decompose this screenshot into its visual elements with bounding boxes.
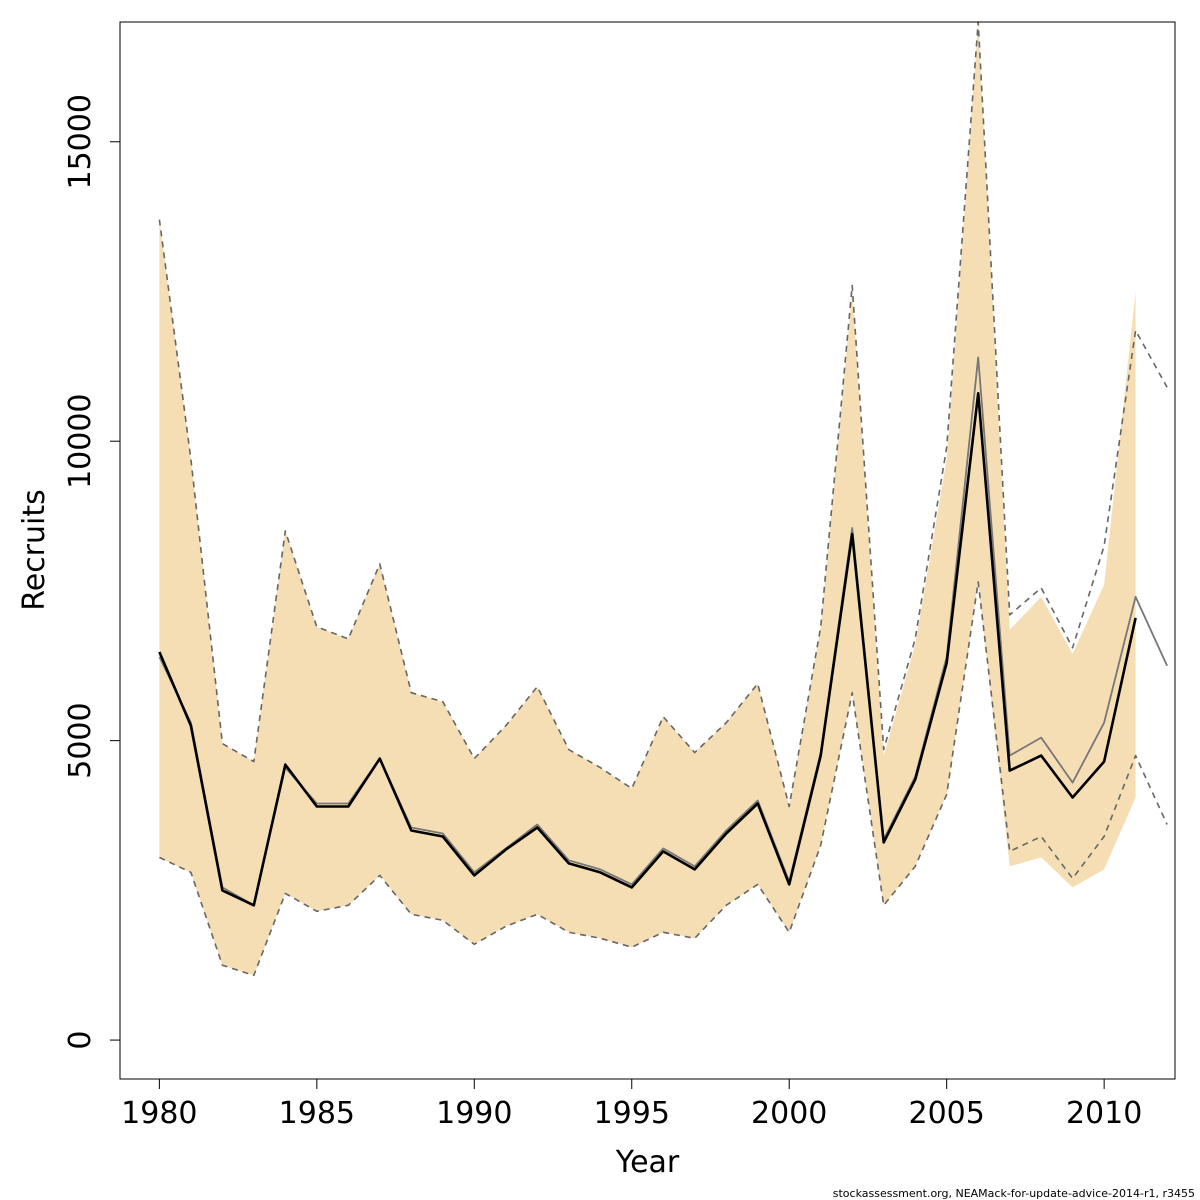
y-tick-label: 0 (63, 1031, 98, 1050)
y-axis: 0 5000 10000 15000 (63, 94, 120, 1050)
estimate-line (158, 391, 1137, 907)
x-axis-title: Year (615, 1145, 680, 1180)
confidence-band (159, 22, 1136, 976)
y-tick-label: 15000 (63, 94, 98, 189)
y-axis-title: Recruits (17, 489, 52, 611)
reference-lower-line (159, 581, 1168, 977)
x-tick-label: 1985 (279, 1096, 355, 1131)
reference-line (158, 356, 1168, 907)
footer-note: stockassessment.org, NEAMack-for-update-… (833, 1187, 1195, 1200)
x-tick-label: 2000 (751, 1096, 827, 1131)
y-tick-label: 10000 (63, 393, 98, 488)
x-tick-label: 1990 (436, 1096, 512, 1131)
plot-area (158, 21, 1168, 977)
x-tick-label: 2005 (908, 1096, 984, 1131)
x-tick-label: 1980 (121, 1096, 197, 1131)
plot-border (119, 21, 1176, 1080)
x-tick-label: 2010 (1066, 1096, 1142, 1131)
reference-upper-line (158, 21, 1168, 808)
x-tick-label: 1995 (594, 1096, 670, 1131)
x-axis: 1980 1985 1990 1995 2000 2005 2010 (121, 1079, 1142, 1131)
y-tick-label: 5000 (63, 702, 98, 778)
